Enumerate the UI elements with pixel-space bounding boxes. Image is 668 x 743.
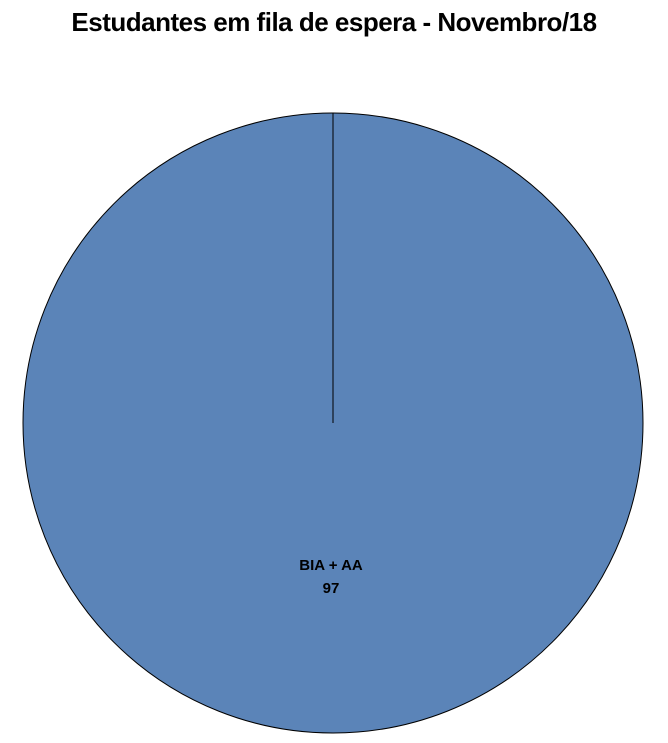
slice-label-value: 97 [323, 580, 340, 597]
chart-title: Estudantes em fila de espera - Novembro/… [71, 7, 597, 37]
slice-label-category: BIA + AA [299, 557, 363, 574]
